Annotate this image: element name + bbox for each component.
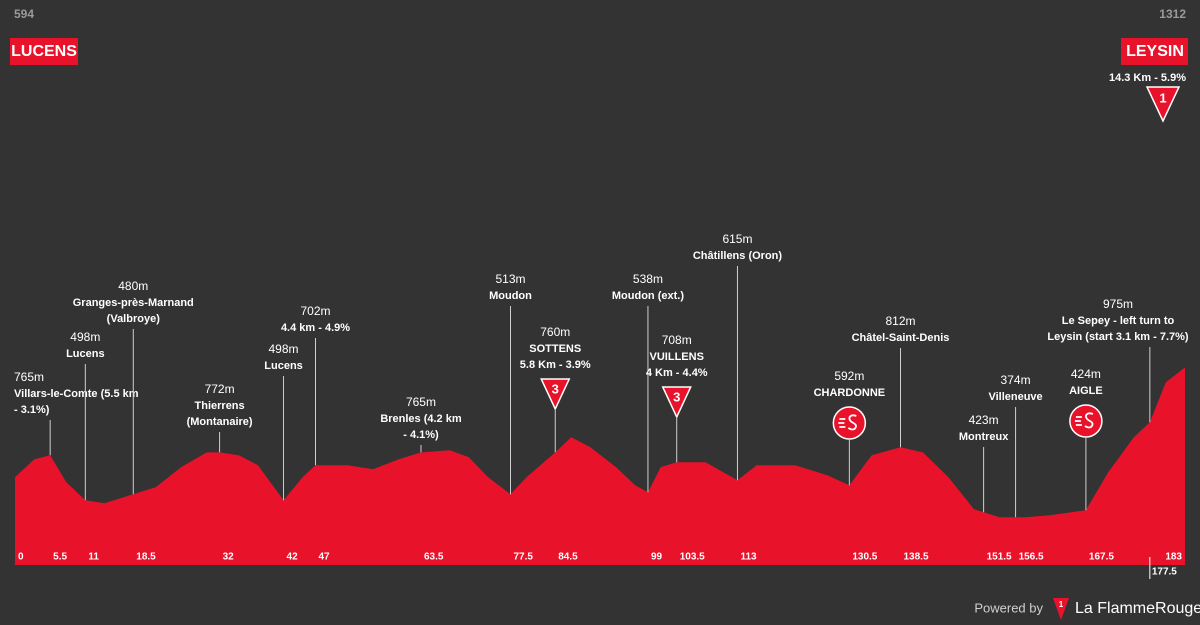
waypoint-name: - 3.1%) bbox=[14, 404, 50, 416]
kom-icon bbox=[661, 386, 692, 419]
waypoint-altitude: 708m bbox=[662, 333, 692, 347]
finish-name: LEYSIN bbox=[1126, 43, 1184, 60]
waypoint-altitude: 423m bbox=[969, 413, 999, 427]
waypoint-altitude: 760m bbox=[540, 325, 570, 339]
brand: La FlammeRouge bbox=[1075, 600, 1200, 617]
finish-altitude: 1312 bbox=[1159, 7, 1186, 21]
waypoint-altitude: 374m bbox=[1001, 373, 1031, 387]
waypoint-name: Villeneuve bbox=[988, 391, 1042, 403]
waypoint-name: Villars-le-Comte (5.5 km bbox=[14, 388, 139, 400]
x-tick-label: 84.5 bbox=[558, 552, 578, 563]
elevation-profile bbox=[15, 367, 1185, 565]
start-altitude: 594 bbox=[14, 7, 34, 21]
waypoint-altitude: 424m bbox=[1071, 367, 1101, 381]
waypoint-altitude: 765m bbox=[14, 370, 44, 384]
x-tick-label: 99 bbox=[651, 552, 663, 563]
x-tick-label: 11 bbox=[88, 552, 99, 563]
x-tick-label: 113 bbox=[740, 552, 757, 563]
kom-number: 3 bbox=[673, 389, 680, 404]
waypoint-altitude: 812m bbox=[885, 314, 915, 328]
waypoint-name: 4.4 km - 4.9% bbox=[281, 322, 350, 334]
waypoint-name: VUILLENS bbox=[650, 351, 704, 363]
finish-box bbox=[1121, 38, 1188, 65]
kom-icon bbox=[540, 378, 571, 411]
waypoint-altitude: 513m bbox=[495, 272, 525, 286]
x-tick-label: 151.5 bbox=[987, 552, 1012, 563]
x-tick-label: 177.5 bbox=[1152, 567, 1177, 578]
waypoint-altitude: 498m bbox=[269, 342, 299, 356]
waypoint-name: 5.8 Km - 3.9% bbox=[520, 359, 591, 371]
waypoint-name: Châtel-Saint-Denis bbox=[852, 332, 950, 344]
waypoint-name: (Valbroye) bbox=[107, 313, 161, 325]
x-tick-label: 156.5 bbox=[1019, 552, 1044, 563]
x-tick-label: 130.5 bbox=[852, 552, 877, 563]
waypoint-altitude: 498m bbox=[70, 330, 100, 344]
waypoint-name: - 4.1%) bbox=[403, 429, 439, 441]
sprint-symbol bbox=[1074, 412, 1094, 429]
x-tick-label: 103.5 bbox=[680, 552, 705, 563]
x-tick-label: 18.5 bbox=[136, 552, 156, 563]
finish-kom-icon bbox=[1145, 86, 1181, 123]
finish-climb: 14.3 Km - 5.9% bbox=[1109, 72, 1186, 84]
kom-number: 3 bbox=[552, 381, 559, 396]
waypoint-name: SOTTENS bbox=[529, 343, 581, 355]
sprint-symbol bbox=[838, 414, 857, 431]
x-tick-label: 63.5 bbox=[424, 552, 444, 563]
x-tick-label: 42 bbox=[287, 552, 299, 563]
waypoint-altitude: 592m bbox=[834, 369, 864, 383]
waypoint-altitude: 765m bbox=[406, 395, 436, 409]
waypoint-altitude: 480m bbox=[118, 279, 148, 293]
waypoint-altitude: 975m bbox=[1103, 297, 1133, 311]
start-name: LUCENS bbox=[11, 43, 77, 60]
waypoint-name: Moudon bbox=[489, 290, 532, 302]
x-tick-label: 32 bbox=[223, 552, 235, 563]
powered-by: Powered by bbox=[974, 600, 1043, 615]
waypoint-name: Leysin (start 3.1 km - 7.7%) bbox=[1047, 331, 1189, 343]
waypoint-name: 4 Km - 4.4% bbox=[646, 367, 708, 379]
x-tick-label: 138.5 bbox=[903, 552, 928, 563]
sprint-icon bbox=[1069, 404, 1103, 438]
waypoint-altitude: 538m bbox=[633, 272, 663, 286]
waypoint-name: CHARDONNE bbox=[814, 387, 886, 399]
waypoint-altitude: 615m bbox=[722, 232, 752, 246]
logo-number: 1 bbox=[1059, 600, 1064, 609]
waypoint-name: Lucens bbox=[66, 348, 105, 360]
waypoint-name: Thierrens bbox=[195, 400, 245, 412]
waypoint-name: Moudon (ext.) bbox=[612, 290, 684, 302]
waypoint-altitude: 702m bbox=[300, 304, 330, 318]
waypoint-name: Montreux bbox=[959, 431, 1009, 443]
x-tick-label: 0 bbox=[18, 552, 24, 563]
x-tick-label: 167.5 bbox=[1089, 552, 1114, 563]
x-tick-label: 5.5 bbox=[53, 552, 67, 563]
waypoint-name: (Montanaire) bbox=[187, 416, 253, 428]
x-tick-label: 47 bbox=[318, 552, 330, 563]
x-tick-label: 77.5 bbox=[513, 552, 533, 563]
waypoint-name: AIGLE bbox=[1069, 385, 1103, 397]
waypoint-altitude: 772m bbox=[205, 382, 235, 396]
waypoint-name: Châtillens (Oron) bbox=[693, 250, 783, 262]
waypoint-name: Lucens bbox=[264, 360, 303, 372]
logo bbox=[1053, 598, 1069, 620]
start-box bbox=[10, 38, 78, 65]
x-tick-label: 183 bbox=[1165, 552, 1182, 563]
sprint-icon bbox=[832, 406, 867, 440]
finish-kom-number: 1 bbox=[1159, 90, 1166, 105]
waypoint-name: Brenles (4.2 km bbox=[380, 413, 462, 425]
waypoint-name: Le Sepey - left turn to bbox=[1062, 315, 1175, 327]
waypoint-name: Granges-près-Marnand bbox=[73, 297, 194, 309]
